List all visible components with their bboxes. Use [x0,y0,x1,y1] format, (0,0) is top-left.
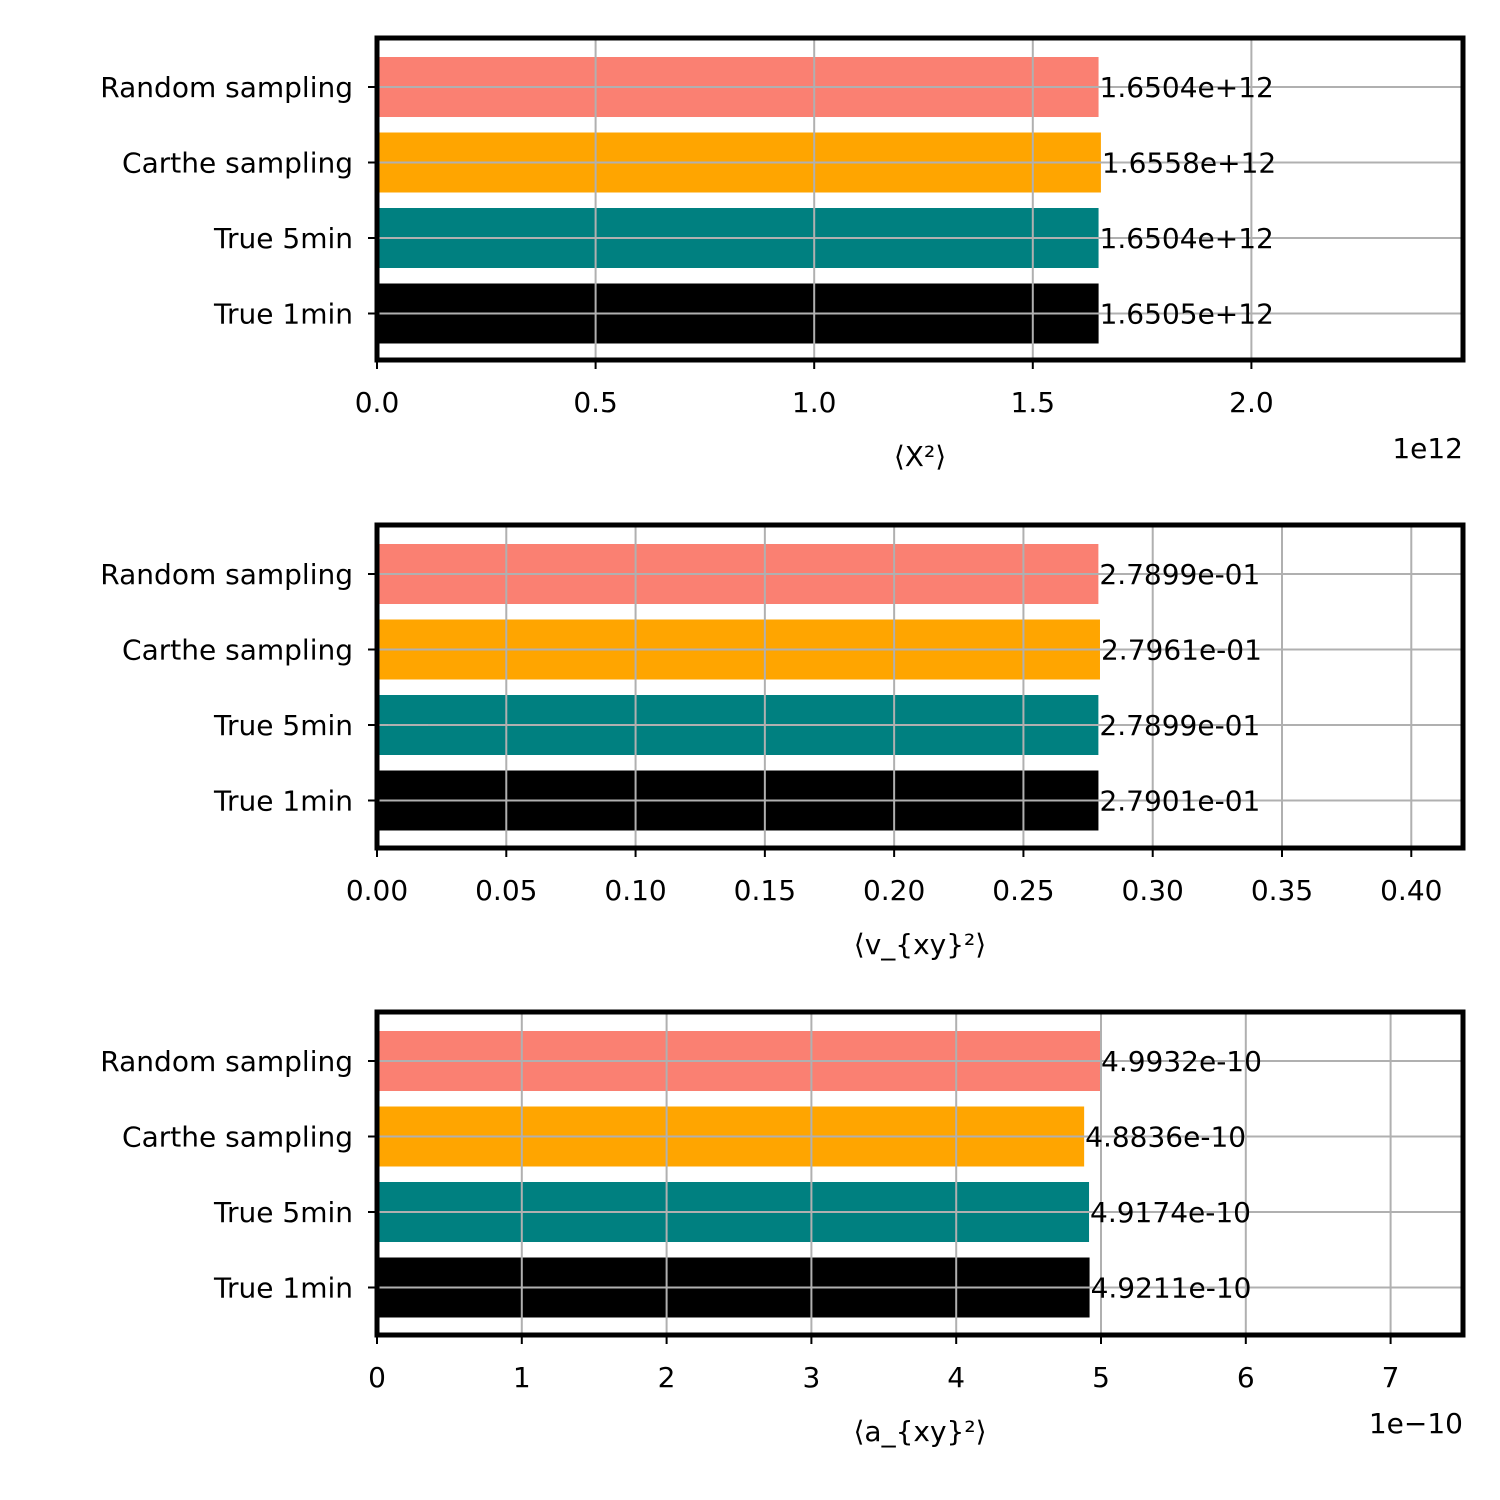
x-axis-title: ⟨v_{xy}²⟩ [854,928,986,961]
x-tick-label: 0.00 [346,874,408,907]
x-tick-label: 0.20 [863,874,925,907]
x-tick-label: 1.5 [1011,386,1056,419]
x-tick-label: 7 [1382,1361,1400,1394]
bar-value-label: 1.6558e+12 [1102,147,1276,180]
x-tick-label: 0.0 [355,386,400,419]
bar-value-label: 2.7901e-01 [1099,785,1260,818]
x-axis-title: ⟨a_{xy}²⟩ [854,1415,987,1448]
bar-value-label: 2.7899e-01 [1099,709,1260,742]
bar-value-label: 2.7961e-01 [1101,634,1262,667]
chart-panel-1: 1.6504e+12 1.6558e+12 1.6504e+12 1.6505e+12… [100,35,1466,473]
category-label: True 1min [213,1272,353,1305]
x-tick-label: 2.0 [1229,386,1274,419]
category-label: True 5min [213,709,353,742]
x-tick-label: 0.5 [573,386,618,419]
category-label: True 5min [213,222,353,255]
category-label: True 1min [213,298,353,331]
x-tick-label: 0.35 [1251,874,1313,907]
plot-frame [374,522,1466,851]
bar-value-label: 1.6504e+12 [1100,222,1274,255]
x-tick-label: 5 [1092,1361,1110,1394]
category-label: Random sampling [100,558,353,591]
x-tick-label: 0.40 [1380,874,1442,907]
x-tick-label: 1.0 [792,386,837,419]
bar-value-label: 1.6505e+12 [1100,298,1274,331]
bar-value-label: 4.9932e-10 [1101,1045,1262,1078]
chart-panel-3: 4.9932e-10 4.8836e-10 4.9174e-10 4.9211e-10… [100,1009,1466,1448]
category-label: True 5min [213,1196,353,1229]
bar-value-label: 4.9211e-10 [1091,1272,1252,1305]
x-tick-label: 0.25 [992,874,1054,907]
bar-value-label: 4.8836e-10 [1085,1121,1246,1154]
chart-panel-2: 2.7899e-01 2.7961e-01 2.7899e-01 2.7901e-01… [100,522,1466,961]
category-label: True 1min [213,785,353,818]
category-label: Carthe sampling [122,1121,353,1154]
x-tick-label: 1 [513,1361,531,1394]
x-tick-label: 4 [947,1361,965,1394]
category-label: Carthe sampling [122,634,353,667]
x-tick-label: 3 [802,1361,820,1394]
x-tick-label: 2 [658,1361,676,1394]
x-tick-label: 0 [368,1361,386,1394]
category-label: Random sampling [100,1045,353,1078]
x-tick-label: 0.15 [734,874,796,907]
x-tick-label: 0.30 [1122,874,1184,907]
x-axis-title: ⟨X²⟩ [894,440,946,473]
category-label: Carthe sampling [122,147,353,180]
x-offset-label: 1e12 [1392,432,1463,465]
bar-value-label: 4.9174e-10 [1090,1196,1251,1229]
bar-value-label: 1.6504e+12 [1100,71,1274,104]
x-tick-label: 6 [1237,1361,1255,1394]
bar-value-label: 2.7899e-01 [1099,558,1260,591]
category-label: Random sampling [100,71,353,104]
x-offset-label: 1e−10 [1369,1407,1463,1440]
x-tick-label: 0.10 [604,874,666,907]
plot-frame [374,35,1466,363]
x-tick-label: 0.05 [475,874,537,907]
plot-frame [374,1009,1466,1338]
